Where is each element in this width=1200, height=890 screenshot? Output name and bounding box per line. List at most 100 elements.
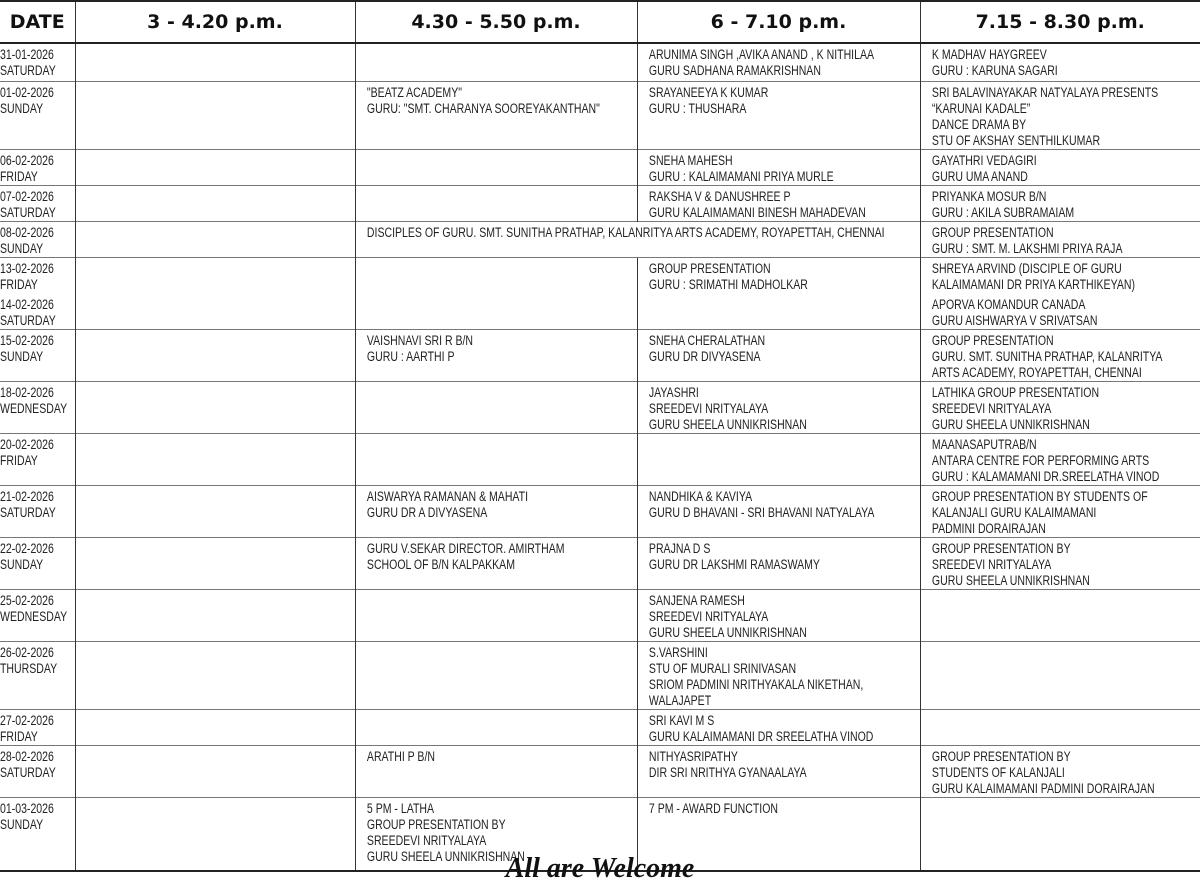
performance-line: “KARUNAI KADALE” xyxy=(931,100,1030,116)
day-text: SUNDAY xyxy=(0,100,44,116)
schedule-table: DATE 3 - 4.20 p.m. 4.30 - 5.50 p.m. 6 - … xyxy=(0,0,1200,872)
performance-line: SCHOOL OF B/N KALPAKKAM xyxy=(366,556,515,572)
performance-line: ARUNIMA SINGH ,AVIKA ANAND , K NITHILAA xyxy=(648,47,874,62)
date-text: 01-03-2026 xyxy=(0,800,54,816)
performance-cell: ARATHI P B/N xyxy=(354,744,637,797)
date-cell: 28-02-2026 SATURDAY xyxy=(0,744,75,797)
date-text: 27-02-2026 xyxy=(0,712,54,728)
table-row: 31-01-2026 SATURDAY ARUNIMA SINGH ,AVIKA A… xyxy=(0,42,1200,81)
performance-cell xyxy=(354,708,637,745)
performance-line: GROUP PRESENTATION BY xyxy=(931,748,1071,764)
performance-line: GURU KALAIMAMANI BINESH MAHADEVAN xyxy=(648,204,866,220)
performance-cell xyxy=(354,380,637,433)
table-row: 06-02-2026 FRIDAY SNEHA MAHESH GURU : KALAI… xyxy=(0,148,1200,185)
performance-line: ARATHI P B/N xyxy=(366,748,435,764)
performance-cell: GROUP PRESENTATION GURU. SMT. SUNITHA PRA… xyxy=(919,328,1200,381)
date-cell: 31-01-2026 SATURDAY xyxy=(0,42,75,81)
performance-line: GURU : KARUNA SAGARI xyxy=(931,63,1058,78)
performance-cell: GROUP PRESENTATION GURU : SRIMATHI MADHOL… xyxy=(636,256,920,329)
performance-line: NITHYASRIPATHY xyxy=(648,748,738,764)
performance-line: GAYATHRI VEDAGIRI xyxy=(931,152,1037,168)
day-text: FRIDAY xyxy=(0,276,38,292)
performance-line: GURU KALAIMAMANI PADMINI DORAIRAJAN xyxy=(931,780,1155,796)
performance-line: JAYASHRI xyxy=(648,384,699,400)
performance-line: GURU SADHANA RAMAKRISHNAN xyxy=(648,63,821,78)
performance-cell: SNEHA MAHESH GURU : KALAIMAMANI PRIYA MUR… xyxy=(636,148,920,185)
performance-cell xyxy=(74,640,355,709)
performance-cell xyxy=(636,432,920,485)
day-text: SUNDAY xyxy=(0,240,44,256)
table-row: 13-02-2026 FRIDAY 14-02-2026 SATURDAY GROUP … xyxy=(0,256,1200,329)
performance-cell: JAYASHRI SREEDEVI NRITYALAYA GURU SHEELA U… xyxy=(636,380,920,433)
performance-cell: GROUP PRESENTATION BY SREEDEVI NRITYALAYA… xyxy=(919,536,1200,589)
date-text: 20-02-2026 xyxy=(0,436,54,452)
performance-line: GROUP PRESENTATION BY xyxy=(366,816,506,832)
performance-line: APORVA KOMANDUR CANADA xyxy=(931,296,1085,312)
performance-cell: DISCIPLES OF GURU. SMT. SUNITHA PRATHAP,… xyxy=(354,220,920,257)
table-row: 25-02-2026 WEDNESDAY SANJENA RAMESH SREEDEV… xyxy=(0,588,1200,641)
performance-line: ARTS ACADEMY, ROYAPETTAH, CHENNAI xyxy=(931,364,1142,380)
date-text: 25-02-2026 xyxy=(0,592,54,608)
performance-line: PRIYANKA MOSUR B/N xyxy=(931,188,1046,204)
header-slot-3: 6 - 7.10 p.m. xyxy=(636,0,920,44)
performance-line: DANCE DRAMA BY xyxy=(931,116,1026,132)
performance-line: PRAJNA D S xyxy=(648,540,710,556)
performance-line: KALANJALI GURU KALAIMAMANI xyxy=(931,504,1096,520)
day-text: SATURDAY xyxy=(0,764,56,780)
performance-cell: GROUP PRESENTATION BY STUDENTS OF KALANJA… xyxy=(919,744,1200,797)
date-text: 08-02-2026 xyxy=(0,224,54,240)
performance-line: STUDENTS OF KALANJALI xyxy=(931,764,1065,780)
performance-line: SRI KAVI M S xyxy=(648,712,714,728)
performance-cell: LATHIKA GROUP PRESENTATION SREEDEVI NRITY… xyxy=(919,380,1200,433)
performance-line: SREEDEVI NRITYALAYA xyxy=(931,556,1051,572)
performance-cell: SRI KAVI M S GURU KALAIMAMANI DR SREELATH… xyxy=(636,708,920,745)
performance-cell xyxy=(354,256,637,329)
performance-line: SREEDEVI NRITYALAYA xyxy=(648,608,768,624)
performance-line: GURU : AARTHI P xyxy=(366,348,454,364)
performance-cell: PRIYANKA MOSUR B/N GURU : AKILA SUBRAMAIA… xyxy=(919,184,1200,221)
performance-cell xyxy=(74,432,355,485)
performance-cell xyxy=(74,80,355,149)
performance-line: SNEHA MAHESH xyxy=(648,152,733,168)
day-text: SATURDAY xyxy=(0,63,56,78)
performance-cell xyxy=(354,588,637,641)
performance-line: KALAIMAMANI DR PRIYA KARTHIKEYAN) xyxy=(931,276,1135,292)
performance-line: GURU D BHAVANI - SRI BHAVANI NATYALAYA xyxy=(648,504,874,520)
date-cell: 08-02-2026 SUNDAY xyxy=(0,220,75,257)
performance-line: GURU V.SEKAR DIRECTOR. AMIRTHAM xyxy=(366,540,564,556)
performance-line: GURU SHEELA UNNIKRISHNAN xyxy=(931,572,1090,588)
performance-cell xyxy=(919,640,1200,709)
performance-line: SRIOM PADMINI NRITHYAKALA NIKETHAN, xyxy=(648,676,863,692)
performance-line: SHREYA ARVIND (DISCIPLE OF GURU xyxy=(931,260,1122,276)
day-text: FRIDAY xyxy=(0,168,38,184)
date-text: 14-02-2026 xyxy=(0,296,54,312)
performance-line: GROUP PRESENTATION xyxy=(931,224,1054,240)
performance-cell xyxy=(74,744,355,797)
header-slot-2: 4.30 - 5.50 p.m. xyxy=(354,0,637,44)
performance-cell xyxy=(354,184,637,221)
performance-line: WALAJAPET xyxy=(648,692,711,708)
performance-line: ANTARA CENTRE FOR PERFORMING ARTS xyxy=(931,452,1149,468)
date-cell: 15-02-2026 SUNDAY xyxy=(0,328,75,381)
table-row: 21-02-2026 SATURDAY AISWARYA RAMANAN & MAH… xyxy=(0,484,1200,537)
date-cell: 25-02-2026 WEDNESDAY xyxy=(0,588,75,641)
performance-cell: 5 PM - LATHA GROUP PRESENTATION BY SREEDEV… xyxy=(354,796,637,872)
performance-cell xyxy=(74,328,355,381)
performance-line: GURU SHEELA UNNIKRISHNAN xyxy=(648,624,807,640)
performance-line: DISCIPLES OF GURU. SMT. SUNITHA PRATHAP,… xyxy=(366,224,885,240)
performance-line: S.VARSHINI xyxy=(648,644,708,660)
date-cell: 21-02-2026 SATURDAY xyxy=(0,484,75,537)
performance-cell xyxy=(919,708,1200,745)
performance-line: DIR SRI NRITHYA GYANAALAYA xyxy=(648,764,807,780)
footer-welcome: All are Welcome xyxy=(505,853,695,884)
performance-cell: 7 PM - AWARD FUNCTION xyxy=(636,796,920,872)
performance-line: SRAYANEEYA K KUMAR xyxy=(648,84,768,100)
performance-cell: GROUP PRESENTATION GURU : SMT. M. LAKSHMI… xyxy=(919,220,1200,257)
performance-line: GURU : SRIMATHI MADHOLKAR xyxy=(648,276,808,292)
date-cell: 01-02-2026 SUNDAY xyxy=(0,80,75,149)
date-text: 13-02-2026 xyxy=(0,260,54,276)
date-text: 31-01-2026 xyxy=(0,47,54,62)
performance-line: LATHIKA GROUP PRESENTATION xyxy=(931,384,1099,400)
performance-line: NANDHIKA & KAVIYA xyxy=(648,488,752,504)
day-text: SATURDAY xyxy=(0,504,56,520)
